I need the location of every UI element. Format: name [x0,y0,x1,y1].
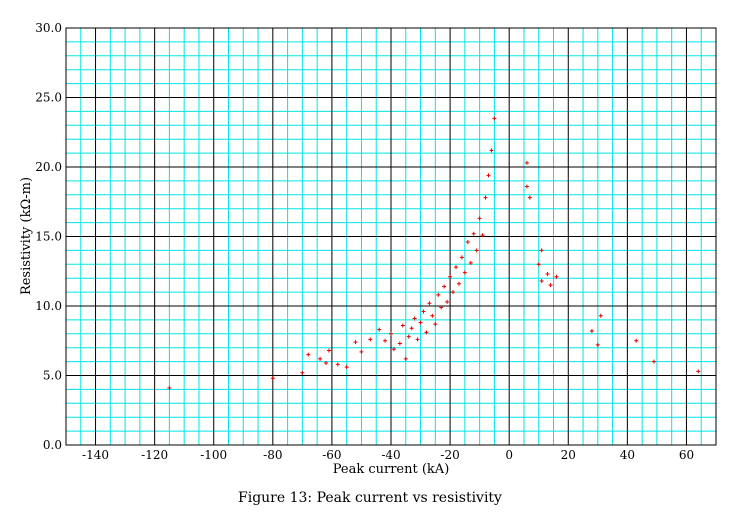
data-point [598,313,603,318]
x-tick-label: -60 [322,448,341,462]
data-point [474,248,479,253]
data-point [383,338,388,343]
data-point [306,352,311,357]
data-point [326,348,331,353]
x-tick-label: 20 [561,448,576,462]
data-point [403,356,408,361]
data-point [536,262,541,267]
data-point [377,327,382,332]
data-point [391,347,396,352]
data-point [412,316,417,321]
data-point [486,173,491,178]
data-point [270,376,275,381]
y-tick-label: 30.0 [35,21,62,35]
data-point [456,281,461,286]
data-point [442,284,447,289]
x-tick-label: 0 [505,448,513,462]
data-point [545,272,550,277]
x-axis-label: Peak current (kA) [333,462,450,477]
data-point [480,233,485,238]
data-point [483,195,488,200]
y-axis-tick-labels: 0.0 5.0 10.0 15.0 20.0 25.0 30.0 [35,21,62,452]
y-tick-label: 0.0 [43,438,62,452]
data-point [634,338,639,343]
data-point [359,349,364,354]
data-point [554,274,559,279]
y-tick-label: 20.0 [35,160,62,174]
scatter-points [167,116,701,391]
data-point [167,386,172,391]
data-point [318,356,323,361]
data-point [389,331,393,336]
y-tick-label: 25.0 [35,91,62,105]
data-point [445,299,450,304]
figure-caption: Figure 13: Peak current vs resistivity [238,490,502,506]
data-point [433,322,438,327]
data-point [415,337,420,342]
data-point [524,160,529,165]
data-point [651,359,656,364]
x-tick-label: -80 [263,448,282,462]
data-point [527,195,532,200]
data-point [589,329,594,334]
data-point [418,320,423,325]
data-point [477,216,482,221]
x-tick-label: 60 [679,448,694,462]
data-point [427,301,432,306]
data-point [448,274,453,279]
data-point [324,360,328,365]
data-point [492,116,497,121]
data-point [300,370,305,375]
data-point [548,283,553,288]
data-point [696,369,701,374]
plot-area-border [65,27,717,446]
data-point [344,365,349,370]
data-point [462,270,467,275]
y-tick-label: 15.0 [35,230,62,244]
data-point [400,323,405,328]
data-point [451,290,456,295]
data-point [409,326,414,331]
data-point [335,362,340,367]
x-tick-label: 40 [620,448,635,462]
y-axis-label: Resistivity (kΩ-m) [19,177,34,295]
data-point [471,231,476,236]
data-point [595,342,600,347]
data-point [421,309,426,314]
x-tick-label: -20 [440,448,459,462]
data-point [465,240,470,245]
data-point [424,330,429,335]
x-tick-label: -40 [381,448,400,462]
x-tick-label: -140 [82,448,109,462]
major-gridlines [66,27,716,446]
data-point [436,292,441,297]
data-point [539,248,544,253]
data-point [430,313,435,318]
data-point [539,278,544,283]
data-point [406,334,411,339]
data-point [524,184,529,189]
data-point [397,341,402,346]
data-point [353,340,358,345]
data-point [368,337,373,342]
data-point [454,265,458,270]
y-tick-label: 10.0 [35,299,62,313]
data-point [489,148,494,153]
data-point [459,255,464,260]
data-point [468,260,473,265]
x-axis-tick-labels: -140 -120 -100 -80 -60 -40 -20 0 20 40 60 [82,448,694,462]
data-point [439,305,444,310]
x-tick-label: -120 [141,448,168,462]
x-tick-label: -100 [200,448,227,462]
y-tick-label: 5.0 [43,369,62,383]
